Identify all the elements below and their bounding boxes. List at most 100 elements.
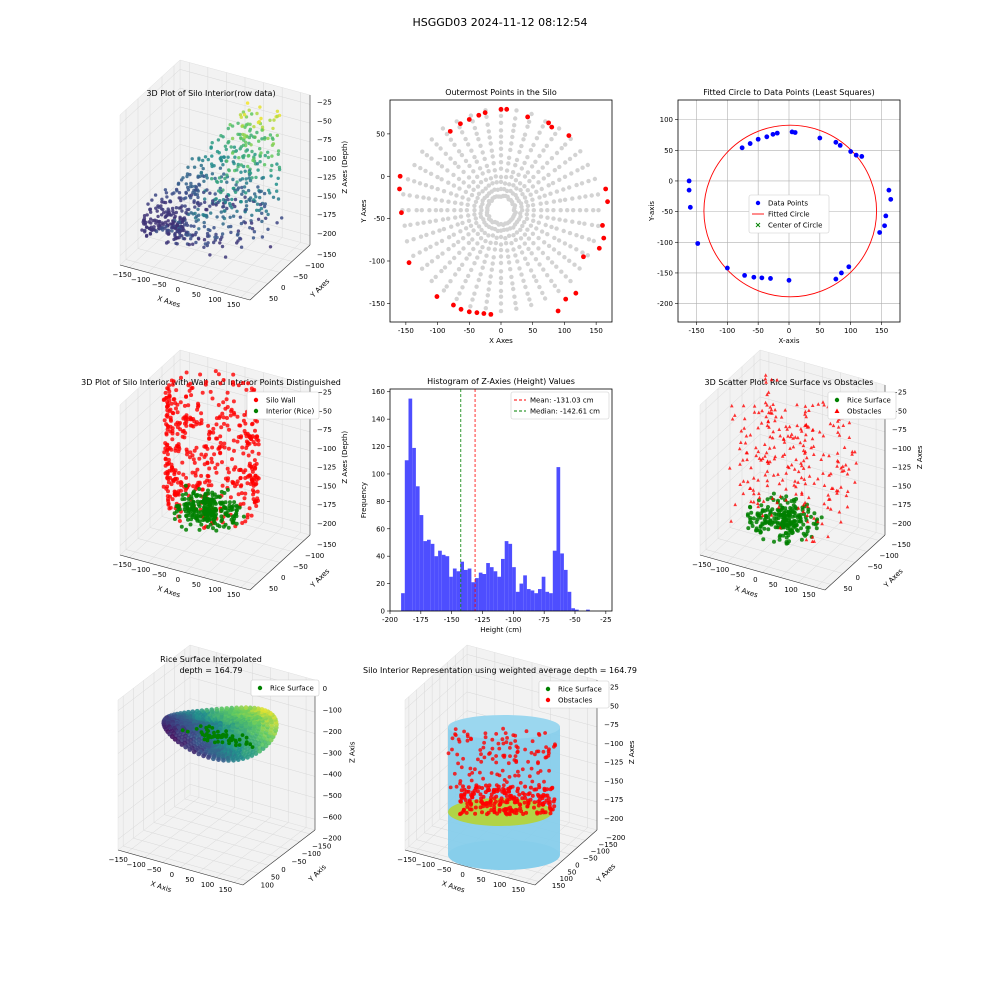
p1-point bbox=[190, 184, 194, 189]
p2-interior-point bbox=[561, 228, 566, 234]
p2-interior-point bbox=[589, 222, 595, 228]
p2-interior-point bbox=[458, 208, 463, 213]
p7-ztick-label: −600 bbox=[323, 814, 342, 822]
p6-obstacle-point bbox=[803, 423, 807, 428]
p2-outer-points bbox=[397, 106, 610, 317]
p1-point bbox=[196, 195, 200, 200]
p1-grid bbox=[179, 69, 311, 105]
p4-wall-point bbox=[165, 452, 170, 457]
p2-interior-point bbox=[537, 262, 542, 267]
p1-point bbox=[272, 118, 276, 122]
p1-point bbox=[170, 206, 175, 211]
p2-interior-point bbox=[523, 284, 528, 290]
p6-xtick-label: −50 bbox=[730, 571, 745, 579]
p1-point bbox=[239, 221, 244, 226]
p4-rice-point bbox=[241, 514, 246, 519]
p2-interior-point bbox=[524, 216, 530, 221]
p8-obstacle-point bbox=[502, 753, 507, 758]
p2-interior-point bbox=[446, 199, 451, 204]
p8-obstacle-point bbox=[548, 811, 553, 816]
p8-obstacle-point bbox=[514, 760, 519, 764]
p4-wall-point bbox=[253, 466, 257, 471]
p1-point bbox=[258, 154, 262, 158]
p6-obstacle-point bbox=[741, 403, 746, 408]
p6-rice-point bbox=[795, 519, 800, 524]
p5-ytick-label: 20 bbox=[376, 580, 385, 588]
p1-point bbox=[223, 200, 228, 204]
p7-surface-point bbox=[263, 743, 269, 749]
p1-point bbox=[210, 164, 214, 169]
p8-obstacle-point bbox=[505, 806, 510, 811]
p2-interior-point bbox=[428, 244, 433, 249]
p1-point bbox=[266, 212, 270, 217]
p1-point bbox=[142, 214, 147, 218]
p1-point bbox=[175, 223, 180, 227]
p2-interior-point bbox=[533, 159, 538, 164]
p7-rice-points bbox=[180, 724, 255, 749]
p2-interior-point bbox=[507, 182, 512, 187]
p7-legend-marker bbox=[257, 685, 263, 691]
p1-point bbox=[222, 155, 226, 159]
p1-grid bbox=[119, 125, 181, 181]
p2-interior-point bbox=[536, 246, 541, 251]
p2-interior-point bbox=[512, 123, 517, 128]
p6-obstacle-point bbox=[822, 403, 826, 407]
p1-point bbox=[213, 176, 217, 181]
p3-ytick-label: -100 bbox=[657, 239, 673, 247]
p3-data-point bbox=[686, 187, 692, 193]
p8-obstacle-point bbox=[517, 792, 522, 797]
p4-grid bbox=[137, 538, 269, 574]
p4-xtick-label: 0 bbox=[176, 576, 180, 584]
p7-grid bbox=[117, 698, 191, 754]
p1-point bbox=[173, 237, 178, 241]
p6-grid bbox=[759, 359, 886, 395]
p6-obstacle-point bbox=[803, 449, 808, 454]
p8-obstacle-point bbox=[479, 799, 484, 804]
p2-interior-point bbox=[483, 238, 488, 244]
p8-obstacle-point bbox=[461, 756, 465, 761]
p8-y-axis-line bbox=[534, 829, 598, 886]
p2-interior-point bbox=[531, 142, 536, 148]
p8-legend-marker bbox=[545, 697, 551, 703]
p1-point bbox=[201, 158, 205, 163]
p2-interior-point bbox=[480, 189, 485, 194]
p2-interior-point bbox=[451, 172, 456, 178]
p2-interior-point bbox=[484, 253, 489, 258]
p6-obstacle-point bbox=[763, 442, 767, 446]
p6-obstacle-point bbox=[765, 423, 770, 428]
p4-rice-point bbox=[204, 516, 209, 521]
p2-interior-point bbox=[552, 283, 557, 288]
p2-interior-point bbox=[580, 165, 585, 170]
p1-point bbox=[197, 227, 201, 231]
p6-obstacle-point bbox=[756, 478, 760, 482]
p6-obstacle-point bbox=[768, 405, 773, 409]
p1-point bbox=[270, 163, 274, 168]
p7-grid bbox=[164, 814, 290, 850]
p2-interior-point bbox=[488, 141, 493, 146]
p4-wall-point bbox=[256, 442, 261, 447]
p2-interior-point bbox=[434, 142, 439, 147]
p8-obstacle-point bbox=[446, 751, 451, 756]
p1-point bbox=[270, 154, 274, 158]
p8-obstacle-point bbox=[489, 792, 494, 797]
p6-obstacle-point bbox=[803, 438, 807, 442]
p1-point bbox=[183, 204, 187, 208]
p5-xtick-label: -50 bbox=[569, 616, 580, 624]
p4-rice-point bbox=[198, 513, 203, 518]
p1-point bbox=[233, 155, 237, 159]
p7-rice-point bbox=[216, 729, 220, 734]
p2-interior-point bbox=[457, 186, 462, 191]
p1-point bbox=[197, 237, 201, 241]
p6-rice-point bbox=[772, 516, 777, 521]
p1-point bbox=[212, 226, 216, 230]
p2-interior-point bbox=[420, 149, 425, 154]
p2-interior-point bbox=[419, 208, 424, 213]
p4-wall-point bbox=[236, 383, 241, 388]
p4-wall-point bbox=[169, 482, 174, 487]
p3-data-point bbox=[768, 276, 773, 281]
p2-interior-point bbox=[401, 192, 406, 197]
p6-obstacle-point bbox=[763, 473, 768, 477]
p6-grid bbox=[699, 396, 761, 453]
p1-point bbox=[275, 133, 279, 138]
p2-xtick-label: 150 bbox=[589, 327, 602, 335]
